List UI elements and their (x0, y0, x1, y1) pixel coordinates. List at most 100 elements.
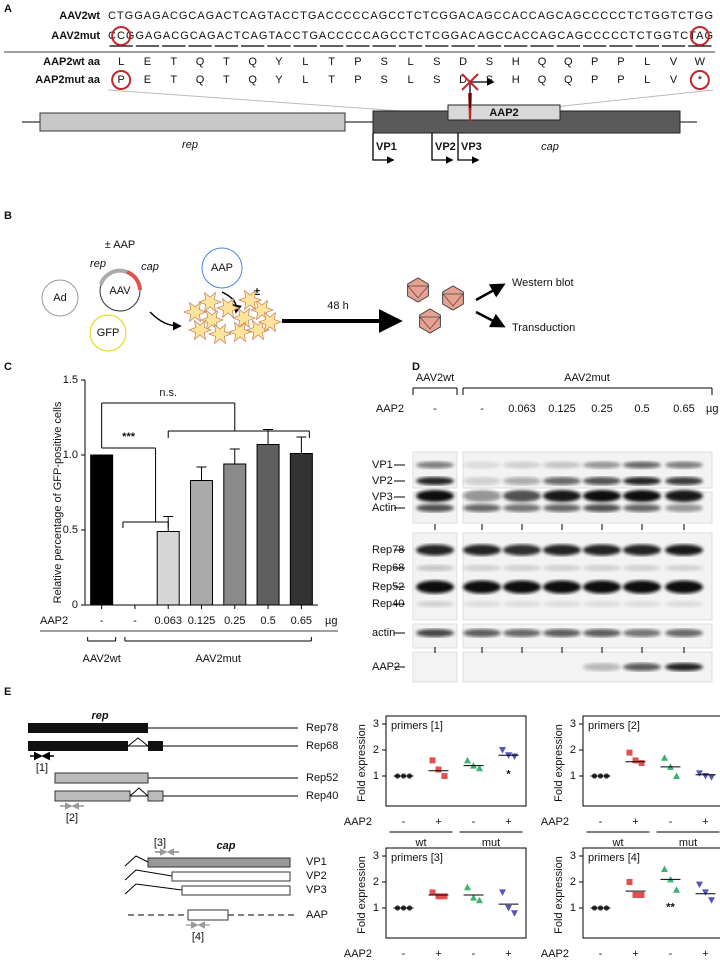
x-tick-label: - (669, 816, 673, 828)
residue: Y (275, 74, 283, 86)
x-axis-label: AAP2 (541, 816, 569, 828)
point (638, 760, 645, 766)
row-label: AAV2mut (51, 30, 100, 42)
lane-label: 0.063 (508, 403, 536, 415)
point (638, 892, 645, 898)
transcript-label: AAP (306, 909, 328, 921)
y-tick-label: 1.5 (63, 374, 78, 386)
mutation-circle (111, 70, 132, 90)
point (626, 749, 633, 756)
point (464, 883, 471, 891)
band (583, 580, 621, 594)
bar (156, 531, 180, 606)
point (476, 896, 483, 904)
gene-label: rep (91, 710, 108, 722)
band (623, 580, 661, 594)
x-tick-label: - (402, 948, 406, 960)
band (543, 504, 581, 512)
lane-label: - (433, 403, 437, 415)
sequence: CCGGAGACGCAGACTCAGTACCTGACCCCCAGCCTCTCGG… (108, 30, 713, 42)
band-label: VP1 (372, 459, 393, 471)
band (583, 601, 621, 607)
band (416, 461, 454, 469)
gene-label: cap (217, 840, 236, 852)
y-axis-label: Fold expression (553, 724, 565, 802)
y-tick-label: 1.0 (63, 449, 78, 461)
row-label: AAP2 (376, 403, 404, 415)
chart-title: primers [4] (588, 852, 640, 864)
cell (257, 311, 283, 333)
transcript-label: Rep52 (306, 772, 338, 784)
transcript-label: Rep78 (306, 722, 338, 734)
band (623, 477, 661, 485)
cell (227, 321, 253, 343)
x-tick-label: - (599, 816, 603, 828)
lane-label: 0.25 (591, 403, 612, 415)
gene-label: AAP2 (489, 107, 518, 119)
band (543, 461, 581, 469)
exon (28, 741, 128, 751)
x-tick-label: + (632, 816, 638, 828)
band (543, 544, 581, 556)
band (463, 565, 501, 571)
point (632, 892, 639, 898)
residue: P (617, 56, 624, 68)
residue: T (328, 56, 335, 68)
point (505, 905, 512, 912)
y-axis-label: Fold expression (356, 856, 368, 934)
cell (231, 307, 257, 329)
x-tick-label: + (505, 816, 511, 828)
band-label: actin (372, 627, 395, 639)
exon (147, 790, 164, 802)
transcript-label: Rep40 (306, 790, 338, 802)
x-tick-label: - (133, 615, 137, 627)
bar (256, 444, 280, 606)
primer-label: [4] (192, 931, 204, 943)
point (702, 889, 709, 896)
band-label: VP3 (372, 491, 393, 503)
splice (127, 737, 149, 747)
x-tick-label: + (435, 948, 441, 960)
transcript-label: VP2 (306, 870, 327, 882)
band-label: Rep68 (372, 562, 404, 574)
band (503, 504, 541, 512)
x-tick-label: + (435, 816, 441, 828)
group-label: AAV2wt (416, 372, 454, 384)
residue: T (170, 56, 177, 68)
promoter-arrow (431, 133, 454, 164)
point (429, 889, 436, 896)
transcript-label: Rep68 (306, 740, 338, 752)
band (665, 477, 703, 485)
residue: D (459, 74, 467, 86)
band (463, 580, 501, 594)
point (632, 757, 639, 764)
plasmid-label: AAV (109, 285, 131, 297)
band (665, 461, 703, 469)
residue: Q (248, 56, 257, 68)
point (661, 754, 668, 761)
bar (90, 454, 114, 606)
y-tick-label: 3 (570, 850, 576, 862)
exon (28, 723, 148, 733)
gene-label: cap (141, 261, 159, 273)
residue: D (459, 56, 467, 68)
residue: S (486, 74, 493, 86)
band (503, 461, 541, 469)
connector (461, 73, 479, 91)
residue: Q (538, 56, 547, 68)
point (626, 879, 633, 885)
rep-gene (39, 112, 346, 132)
y-tick-label: 1 (570, 770, 576, 782)
x-tick-label: - (472, 948, 476, 960)
x-tick-label: 0.65 (291, 615, 312, 627)
promoter-label: VP1 (376, 141, 397, 153)
aap-plasmid (201, 247, 243, 289)
x-tick-label: 0.125 (188, 615, 216, 627)
residue: Q (564, 56, 573, 68)
y-tick-label: 2 (373, 876, 379, 888)
band-label: Rep52 (372, 581, 404, 593)
plot-frame (385, 715, 527, 807)
residue: L (118, 56, 124, 68)
point (702, 773, 709, 780)
x-tick-label: 0.5 (260, 615, 275, 627)
